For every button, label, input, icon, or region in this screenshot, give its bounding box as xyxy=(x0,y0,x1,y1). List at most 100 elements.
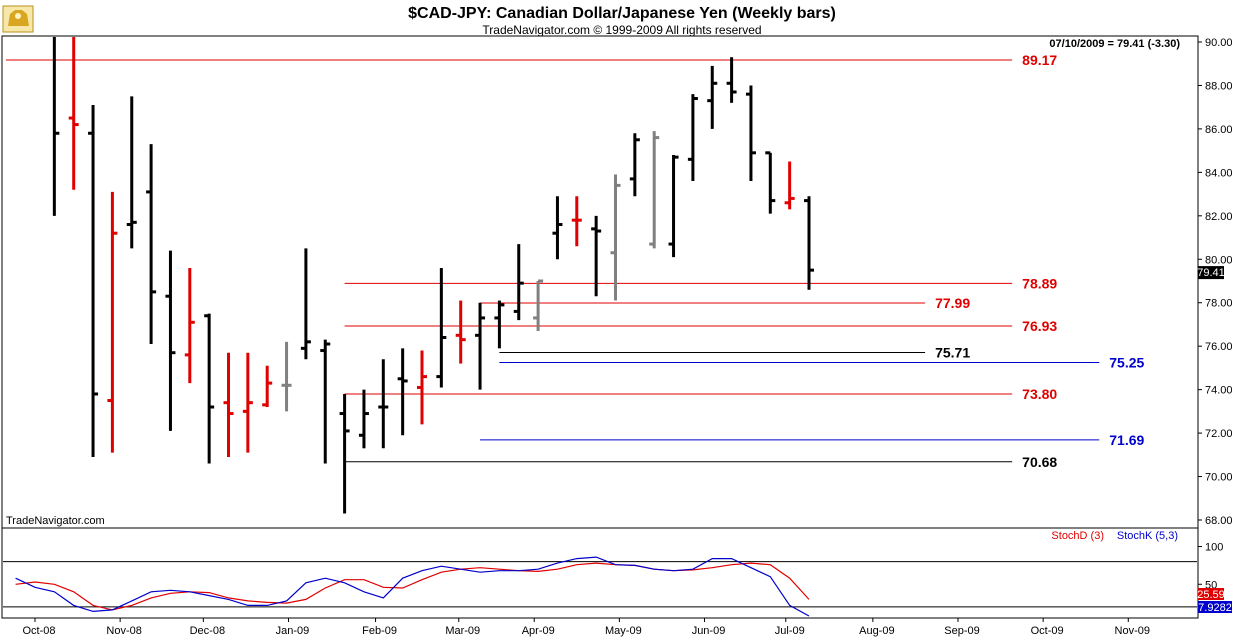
ohlc-bar xyxy=(475,302,486,390)
y-tick-label: 86.00 xyxy=(1205,124,1233,136)
level-label: 75.71 xyxy=(935,344,970,360)
ohlc-bar xyxy=(184,267,195,384)
legend-stoch-k: StochK (5,3) xyxy=(1117,530,1178,542)
ohlc-bar xyxy=(146,144,157,345)
x-tick-label: Sep-09 xyxy=(944,625,979,637)
stoch-d-line xyxy=(15,562,810,611)
stoch-d-last-tag: 25.59 xyxy=(1197,588,1225,601)
level-label: 70.68 xyxy=(1022,454,1057,470)
y-tick-label: 76.00 xyxy=(1205,341,1233,353)
ohlc-bar xyxy=(417,350,427,425)
y-tick-label: 78.00 xyxy=(1205,298,1233,310)
ohlc-bar xyxy=(804,196,814,290)
y-tick-label: 68.00 xyxy=(1205,515,1233,527)
x-tick-label: Nov-08 xyxy=(106,625,141,637)
ohlc-bar xyxy=(126,96,137,249)
level-label: 89.17 xyxy=(1022,52,1057,68)
y-tick-label: 74.00 xyxy=(1205,385,1233,397)
y-tick-label: 90.00 xyxy=(1205,37,1233,49)
price-y-axis: 90.00 88.00 86.00 84.00 82.00 80.00 78.00 76.00… xyxy=(1198,37,1233,527)
ohlc-bar xyxy=(52,37,60,216)
ohlc-bar xyxy=(552,196,563,260)
ohlc-bar xyxy=(262,365,273,408)
ohlc-bar xyxy=(533,279,544,331)
stoch-k-line xyxy=(15,556,810,617)
last-price-tag: 79.41 xyxy=(1197,266,1225,280)
level-label: 77.99 xyxy=(935,295,970,311)
chart-title: $CAD-JPY: Canadian Dollar/Japanese Yen (… xyxy=(408,5,836,22)
price-readout: 07/10/2009 = 79.41 (-3.30) xyxy=(1049,38,1180,50)
ohlc-bar xyxy=(765,151,776,214)
x-tick-label: Mar-09 xyxy=(445,625,480,637)
stoch-tick-label: 100 xyxy=(1205,542,1223,554)
x-tick-label: Oct-08 xyxy=(22,625,55,637)
legend-stoch-d: StochD (3) xyxy=(1051,530,1104,542)
ohlc-bar xyxy=(204,313,215,464)
ohlc-bar xyxy=(455,300,466,364)
support-resistance-levels xyxy=(5,59,1100,463)
x-tick-label: Feb-09 xyxy=(362,625,397,637)
x-tick-label: Jan-09 xyxy=(276,625,310,637)
ohlc-bar xyxy=(745,85,756,182)
ohlc-bar xyxy=(610,174,621,301)
watermark-text: TradeNavigator.com xyxy=(6,515,105,527)
ohlc-bar xyxy=(707,65,718,129)
x-tick-label: Jun-09 xyxy=(692,625,726,637)
ohlc-bar xyxy=(784,161,795,210)
ohlc-bar xyxy=(165,250,176,431)
ohlc-bar xyxy=(88,105,99,457)
x-tick-label: Oct-09 xyxy=(1031,625,1064,637)
date-x-axis: Oct-08 Nov-08 Dec-08 Jan-09 Feb-09 Mar-09 Apr-… xyxy=(22,618,1150,637)
ohlc-bar xyxy=(107,191,118,453)
y-tick-label: 84.00 xyxy=(1205,167,1233,179)
level-label: 75.25 xyxy=(1109,354,1144,370)
ohlc-bar xyxy=(591,215,602,297)
stochastic-panel xyxy=(1,527,1199,619)
ohlc-bars xyxy=(52,37,814,514)
ohlc-bar xyxy=(397,348,408,436)
x-tick-label: May-09 xyxy=(605,625,642,637)
ohlc-bar xyxy=(68,37,79,190)
ohlc-bar xyxy=(378,359,389,449)
last-price-label: 79.41 xyxy=(1197,267,1225,279)
y-tick-label: 88.00 xyxy=(1205,80,1233,92)
stoch-k-last-tag: 7.9282 xyxy=(1198,601,1232,614)
level-label: 71.69 xyxy=(1109,432,1144,448)
x-tick-label: Apr-09 xyxy=(522,625,555,637)
stoch-d-last-value: 25.59 xyxy=(1197,589,1225,601)
y-tick-label: 82.00 xyxy=(1205,211,1233,223)
copyright-text: TradeNavigator.com © 1999-2009 All right… xyxy=(482,23,761,37)
ohlc-bar xyxy=(223,352,234,457)
x-tick-label: Jul-09 xyxy=(775,625,805,637)
x-tick-label: Nov-09 xyxy=(1115,625,1150,637)
y-tick-label: 80.00 xyxy=(1205,254,1233,266)
ohlc-bar xyxy=(320,339,331,464)
ohlc-bar xyxy=(668,154,679,258)
ohlc-bar xyxy=(687,94,698,182)
x-tick-label: Aug-09 xyxy=(859,625,894,637)
ohlc-bar xyxy=(494,300,505,349)
ohlc-bar xyxy=(629,133,640,197)
ohlc-bar xyxy=(649,131,660,249)
price-panel xyxy=(1,35,1199,529)
ohlc-bar xyxy=(513,244,524,321)
ohlc-bar xyxy=(300,248,311,360)
ohlc-bar xyxy=(281,341,292,412)
gold-bull-logo-icon xyxy=(2,5,34,33)
level-label: 73.80 xyxy=(1022,386,1057,402)
ohlc-bar xyxy=(726,57,737,103)
ohlc-bar xyxy=(436,267,447,388)
ohlc-bar xyxy=(339,393,350,514)
y-tick-label: 72.00 xyxy=(1205,428,1233,440)
ohlc-bar xyxy=(358,389,369,449)
stochastic-lines xyxy=(15,556,810,617)
y-tick-label: 70.00 xyxy=(1205,472,1233,484)
stoch-k-last-value: 7.9282 xyxy=(1198,602,1232,614)
level-label: 78.89 xyxy=(1022,275,1057,291)
level-label: 76.93 xyxy=(1022,318,1057,334)
ohlc-bar xyxy=(242,352,253,453)
ohlc-bar xyxy=(571,196,582,247)
x-tick-label: Dec-08 xyxy=(190,625,225,637)
